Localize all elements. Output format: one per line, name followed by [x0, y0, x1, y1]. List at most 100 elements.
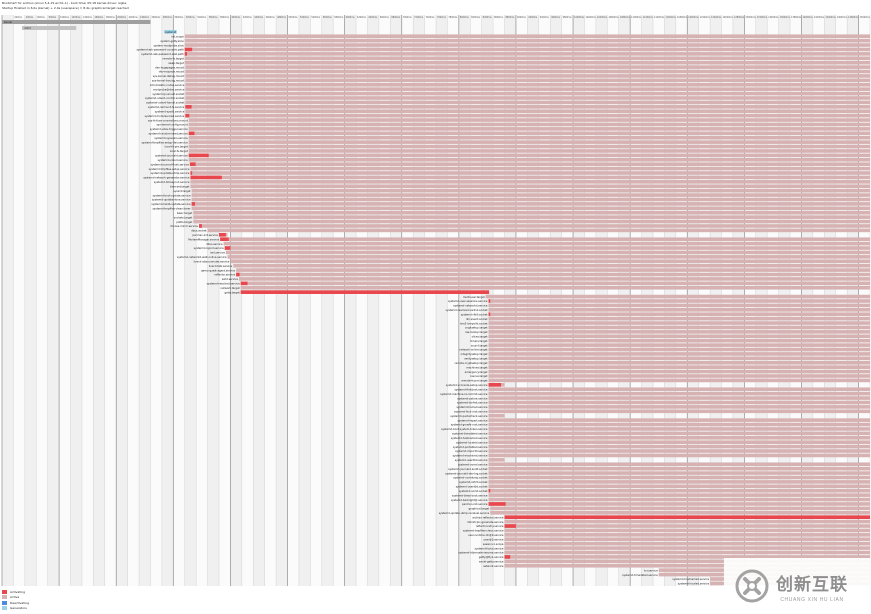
unit-label: sshd.service: [222, 277, 239, 281]
grid-band: [401, 15, 414, 586]
unit-bar-active: [188, 144, 871, 149]
unit-bar-activating: [190, 175, 222, 180]
unit-bar-active: [488, 444, 870, 449]
unit-label: dm-event.socket: [466, 317, 488, 321]
unit-bar-active: [488, 378, 870, 383]
grid-band: [139, 15, 151, 586]
unit-bar-activating: [220, 237, 229, 242]
grid-band: [93, 15, 105, 586]
unit-bar-active: [488, 325, 870, 330]
unit-bar-active: [184, 43, 871, 47]
unit-label: systemd-localed.service: [456, 440, 488, 444]
unit-bar-activating: [504, 555, 511, 559]
unit-label: nss-lookup.target: [465, 330, 488, 334]
unit-label: systemd-journald.service: [155, 154, 188, 158]
unit-label: modprobe@drm.service: [153, 87, 185, 91]
legend: Activating Active Deactivating Generator…: [2, 589, 29, 611]
unit-label: systemd-vconsole-setup.service: [446, 383, 488, 387]
grid-band: [321, 15, 334, 586]
tick-label: 7000ms: [403, 16, 413, 19]
grid-band: [356, 15, 368, 586]
unit-bar-active: [185, 87, 871, 91]
unit-bar-active: [184, 38, 871, 43]
unit-bar-active: [185, 69, 871, 74]
unit-bar-active: [164, 30, 177, 34]
unit-bar-active: [185, 105, 871, 109]
grid-band: [184, 15, 197, 586]
unit-bar-active: [488, 360, 870, 365]
tick-label: 13600ms: [780, 16, 791, 19]
unit-label: systemd-hwdb-update.service: [151, 202, 191, 206]
tick-label: 11400ms: [654, 16, 665, 19]
unit-bar-active: [488, 369, 870, 374]
tick-label: 7400ms: [426, 16, 436, 19]
unit-bar-active: [488, 312, 870, 317]
phase-bar-kernel: [2, 20, 151, 24]
unit-bar-active: [488, 462, 870, 467]
tick-label: 11200ms: [643, 16, 654, 19]
unit-label: systemd-user-sessions.service: [448, 299, 488, 303]
tick-label: 1000ms: [60, 16, 70, 19]
unit-label: sys-kernel-config.mount: [156, 123, 187, 127]
unit-bar-active: [184, 47, 871, 52]
unit-label: local-fs-pre.target: [165, 145, 188, 149]
legend-swatch-deactivating: [2, 600, 7, 605]
tick-label: 1600ms: [94, 16, 104, 19]
unit-bar-active: [488, 400, 870, 405]
unit-label: systemd-boot-update.service: [153, 193, 191, 197]
unit-label: systemd: [165, 30, 176, 34]
unit-bar-active: [488, 334, 870, 339]
unit-label: time-set.target: [170, 184, 189, 188]
unit-bar-active: [488, 480, 870, 484]
unit-label: ModemManager.service: [188, 237, 219, 241]
unit-bar-active: [488, 405, 870, 409]
unit-label: systemd-firstboot.service: [455, 387, 488, 391]
unit-label: systemd-tmpfiles-clean.service: [463, 529, 504, 533]
unit-bar-active: [188, 118, 871, 122]
tick-label: 3600ms: [209, 16, 219, 19]
tick-label: 13200ms: [757, 16, 768, 19]
unit-label: dev-hugepages.mount: [155, 65, 184, 69]
unit-label: sys-kernel-debug.mount: [153, 74, 185, 78]
unit-bar-active: [185, 113, 871, 118]
tick-label: 4400ms: [254, 16, 264, 19]
tick-label: 5000ms: [289, 16, 299, 19]
unit-bar-activating: [188, 153, 209, 158]
unit-label: systemd-portabled.service: [453, 445, 488, 449]
tick-label: 9200ms: [528, 16, 538, 19]
unit-label: serial-getty.service: [479, 560, 504, 564]
unit-bar-active: [488, 418, 870, 422]
unit-bar-active: [193, 219, 871, 224]
tick-label: 12400ms: [711, 16, 722, 19]
unit-label: kmod-static-nodes.service: [150, 83, 185, 87]
phase-label-kernel: kernel: [4, 20, 12, 24]
unit-bar-active: [236, 268, 870, 272]
unit-bar-active: [185, 82, 871, 87]
unit-bar-activating: [188, 131, 195, 136]
unit-label: livecd-alsa-unmuter.service: [194, 259, 230, 263]
unit-bar-active: [240, 285, 870, 290]
unit-bar-activating: [199, 224, 202, 228]
tick-label: 3400ms: [197, 16, 207, 19]
grid-band: [470, 15, 482, 586]
unit-label: multi-user.target: [463, 295, 485, 299]
unit-bar-active: [191, 193, 870, 197]
grid-band: [59, 15, 71, 586]
unit-bar-active: [504, 524, 870, 528]
unit-label: machines.target: [466, 365, 487, 369]
tick-label: 10800ms: [620, 16, 631, 19]
unit-bar-active: [185, 100, 871, 105]
unit-label: remote-fs.target: [162, 56, 183, 60]
tick-label: 8600ms: [494, 16, 504, 19]
unit-bar-active: [185, 96, 871, 100]
unit-bar-active: [488, 356, 870, 361]
unit-label: systemd-random-seed.service: [148, 132, 188, 136]
tick-label: 2800ms: [163, 16, 173, 19]
unit-bar-activating: [488, 299, 491, 303]
unit-bar-activating: [219, 232, 226, 237]
unit-bar-activating: [189, 162, 196, 166]
tick-label: 6600ms: [380, 16, 390, 19]
unit-bar-active: [220, 237, 871, 242]
tick-label: 2600ms: [151, 16, 161, 19]
grid-band: [367, 15, 379, 586]
